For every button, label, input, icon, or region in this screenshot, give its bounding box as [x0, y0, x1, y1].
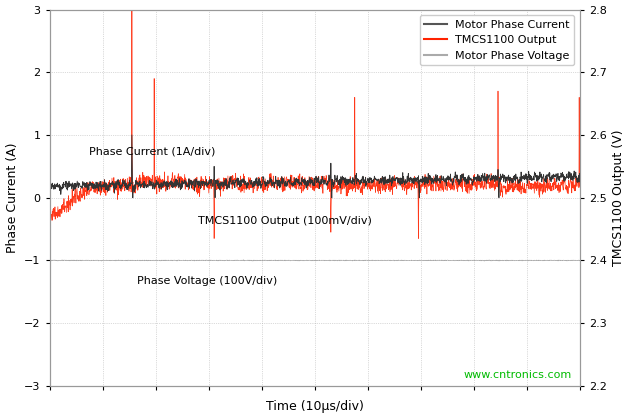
X-axis label: Time (10μs/div): Time (10μs/div) — [266, 401, 363, 414]
Y-axis label: TMCS1100 Output (V): TMCS1100 Output (V) — [613, 129, 625, 266]
Y-axis label: Phase Current (A): Phase Current (A) — [6, 142, 18, 253]
Text: TMCS1100 Output (100mV/div): TMCS1100 Output (100mV/div) — [198, 216, 372, 226]
Text: www.cntronics.com: www.cntronics.com — [464, 370, 572, 380]
Text: Phase Voltage (100V/div): Phase Voltage (100V/div) — [137, 276, 278, 286]
Text: Phase Current (1A/div): Phase Current (1A/div) — [90, 146, 216, 156]
Legend: Motor Phase Current, TMCS1100 Output, Motor Phase Voltage: Motor Phase Current, TMCS1100 Output, Mo… — [420, 15, 574, 65]
